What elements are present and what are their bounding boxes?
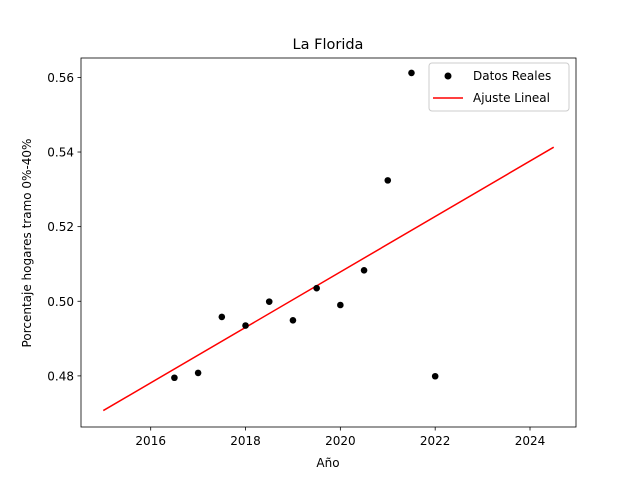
- data-point: [313, 284, 320, 292]
- data-point: [384, 177, 392, 184]
- axes-frame: [80, 57, 577, 428]
- data-point: [360, 267, 368, 274]
- legend: Datos Reales Ajuste Lineal: [428, 62, 570, 112]
- legend-label-ajuste-lineal: Ajuste Lineal: [473, 91, 550, 105]
- legend-marker-datos-reales: [444, 72, 452, 80]
- x-tick-label: 2020: [325, 434, 356, 448]
- x-tick-label: 2022: [420, 434, 451, 448]
- x-axis-label: Año: [316, 456, 339, 470]
- data-point: [242, 322, 249, 329]
- plot-area: 2016 2018 2020 2022 2024 0.48 0.50 0.52 0.54 0.56: [47, 57, 577, 448]
- x-tick-label: 2016: [135, 434, 166, 448]
- data-point: [408, 69, 415, 77]
- y-axis-label: Porcentaje hogares tramo 0%-40%: [20, 139, 34, 348]
- legend-label-datos-reales: Datos Reales: [473, 69, 551, 83]
- data-point: [171, 374, 178, 382]
- y-tick-label: 0.56: [47, 71, 74, 85]
- y-tick-label: 0.54: [47, 146, 74, 160]
- chart-title: La Florida: [293, 37, 364, 53]
- data-point: [194, 369, 202, 377]
- data-point: [431, 372, 439, 380]
- data-point: [218, 313, 226, 321]
- fit-line: [102, 146, 555, 412]
- x-tick-label: 2024: [515, 434, 546, 448]
- data-point: [337, 301, 344, 309]
- x-tick-label: 2018: [230, 434, 261, 448]
- data-point: [265, 298, 273, 305]
- legend-box: [428, 62, 570, 112]
- data-point: [289, 316, 297, 324]
- y-tick-label: 0.50: [47, 295, 74, 309]
- y-tick-label: 0.48: [47, 369, 74, 383]
- y-tick-label: 0.52: [47, 220, 74, 234]
